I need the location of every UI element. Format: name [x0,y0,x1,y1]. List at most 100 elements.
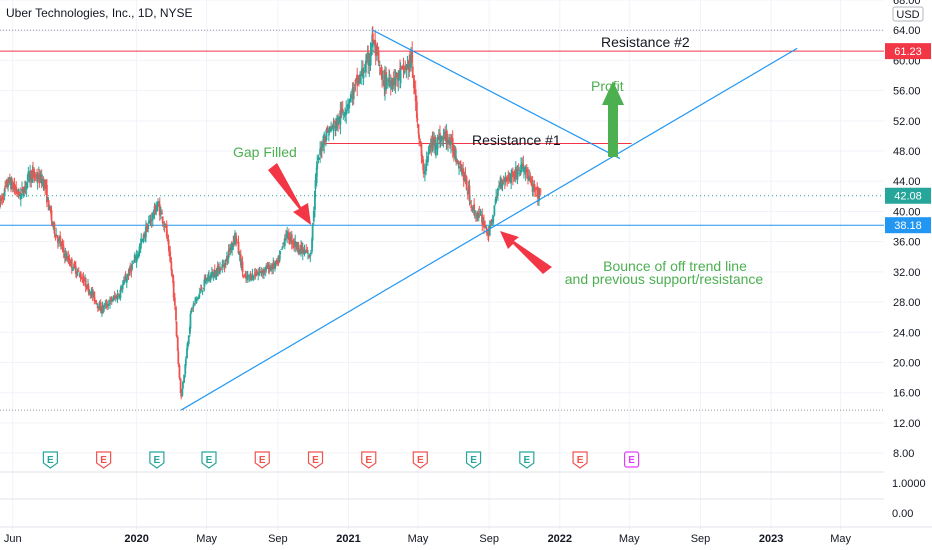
earnings-red-icon[interactable]: E [361,451,377,469]
candle-body [263,269,265,275]
earnings-red-icon[interactable]: E [307,451,324,469]
candle-body [363,70,366,72]
candle-body [73,261,76,267]
earnings-future-icon[interactable]: E [623,451,640,468]
candle-body [191,308,194,310]
earnings-green-icon[interactable]: E [465,451,482,469]
candle-body [455,157,458,162]
candle-body [240,262,243,267]
candle-body [501,182,504,186]
candle-body [190,308,193,312]
price-axis[interactable]: 68.0064.0060.0056.0052.0048.0044.0040.00… [884,0,932,550]
earnings-letter: E [47,455,54,466]
candle-body [448,140,451,141]
candle-body [435,144,437,151]
price-tick-label: 52.00 [893,116,921,128]
candle-body [533,183,536,188]
price-tick-label: 8.00 [893,448,914,460]
candle-body [131,263,133,270]
price-tick-label: 32.00 [893,267,921,279]
candle-body [322,144,324,148]
candle-body [377,51,380,63]
candle-body [379,68,382,73]
candle-body [113,296,116,298]
candle-body [147,225,150,229]
candle-body [510,174,513,184]
earnings-green-icon[interactable]: E [42,451,58,469]
candle-body [142,234,145,242]
currency-label[interactable]: USD [896,9,919,21]
candle-body [201,290,204,292]
earnings-red-icon[interactable]: E [254,451,270,469]
candle-body [320,149,323,151]
currency-box[interactable] [892,6,924,22]
candle-body [255,274,258,276]
candle-body [354,80,357,82]
candle-body [524,167,527,173]
candle-body [333,120,335,123]
candle-body [128,267,131,276]
candle-body [54,235,57,237]
candle-body [421,154,423,162]
candle-body [98,304,101,310]
candle-body [74,266,77,274]
candle-body [408,55,411,64]
candle-body [352,87,355,100]
candle-body [395,71,397,73]
candle-body [109,299,111,305]
candle-body [102,305,105,309]
candle-body [177,351,180,365]
candle-body [29,170,32,182]
earnings-red-icon[interactable]: E [96,451,112,469]
candle-body [132,262,135,264]
earnings-red-icon[interactable]: E [572,451,588,469]
earnings-letter: E [312,455,319,466]
candle-body [213,269,216,277]
earnings-green-icon[interactable]: E [149,451,165,469]
candle-body [33,169,36,177]
candle-body [314,180,317,190]
candle-body [39,174,42,182]
candle-body [490,219,493,222]
trend-lines[interactable] [180,29,798,411]
candle-body [291,242,294,244]
last-price-text: 42.08 [894,191,922,203]
candle-body [188,327,191,334]
candle-body [259,269,261,271]
candle-body [139,244,142,247]
candle-body [359,74,361,84]
time-tick-label: 2021 [336,533,360,545]
candle-body [45,184,48,203]
candle-body [118,296,121,298]
candle-body [406,64,409,67]
candle-body [116,294,119,300]
candle-body [393,79,396,84]
candle-body [472,206,474,210]
candle-body [309,253,312,257]
candle-body [84,278,87,287]
candle-body [179,378,182,394]
candle-body [459,162,462,165]
earnings-letter: E [154,455,161,466]
candle-body [429,145,432,151]
candle-body [161,216,164,224]
candle-body [75,272,78,275]
earnings-green-icon[interactable]: E [519,451,535,469]
candle-body [76,271,79,273]
candle-body [467,188,470,195]
candle-body [1,196,4,200]
candle-body [397,77,400,81]
candle-body [167,239,170,245]
earnings-red-icon[interactable]: E [412,451,428,469]
earnings-green-icon[interactable]: E [201,451,217,469]
candle-body [404,66,407,71]
time-axis[interactable]: Jun 2020 May Sep 2021 May Sep 2022 May Sep 2023 May [4,533,852,545]
chart-title: Uber Technologies, Inc., 1D, NYSE [6,6,193,20]
candle-body [93,291,96,301]
candle-body [157,201,159,206]
candle-body [374,43,377,56]
candle-body [16,191,19,195]
candle-body [30,170,33,180]
